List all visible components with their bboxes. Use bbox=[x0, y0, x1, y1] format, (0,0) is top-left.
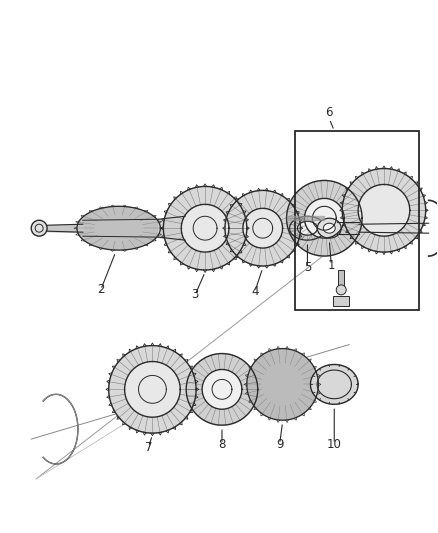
Polygon shape bbox=[304, 198, 344, 238]
Polygon shape bbox=[358, 184, 410, 236]
Polygon shape bbox=[225, 190, 300, 266]
Polygon shape bbox=[342, 168, 426, 252]
Text: 3: 3 bbox=[191, 288, 199, 301]
Polygon shape bbox=[311, 365, 358, 404]
Polygon shape bbox=[181, 204, 229, 252]
Text: 8: 8 bbox=[218, 438, 226, 450]
Circle shape bbox=[31, 220, 47, 236]
Text: 4: 4 bbox=[251, 285, 258, 298]
Polygon shape bbox=[243, 208, 283, 248]
Ellipse shape bbox=[323, 223, 335, 233]
Text: 1: 1 bbox=[328, 259, 335, 271]
Text: 5: 5 bbox=[304, 262, 311, 274]
Polygon shape bbox=[77, 206, 160, 250]
Polygon shape bbox=[202, 369, 242, 409]
Text: 6: 6 bbox=[325, 106, 333, 119]
Circle shape bbox=[336, 285, 346, 295]
Bar bbox=[333, 296, 349, 306]
Polygon shape bbox=[297, 221, 318, 235]
Text: 10: 10 bbox=[327, 438, 342, 450]
Polygon shape bbox=[109, 345, 196, 433]
Polygon shape bbox=[286, 181, 362, 256]
Bar bbox=[338, 270, 344, 286]
Polygon shape bbox=[247, 349, 318, 420]
Ellipse shape bbox=[318, 218, 341, 238]
Polygon shape bbox=[186, 353, 258, 425]
Polygon shape bbox=[124, 361, 180, 417]
Text: 9: 9 bbox=[276, 438, 283, 450]
Polygon shape bbox=[290, 216, 325, 240]
Text: 2: 2 bbox=[97, 284, 105, 296]
Text: 7: 7 bbox=[145, 441, 152, 454]
Polygon shape bbox=[163, 187, 247, 270]
Bar bbox=[294, 131, 419, 310]
